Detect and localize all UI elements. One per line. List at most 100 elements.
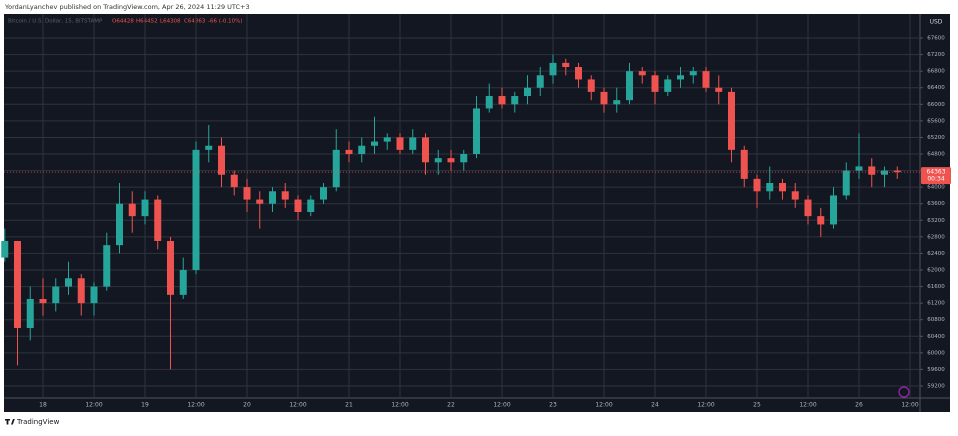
legend-open: O64428 — [112, 19, 134, 25]
y-tick-label: 62400 — [927, 251, 945, 257]
candle-body — [587, 79, 595, 92]
y-tick-label: 65200 — [927, 135, 945, 141]
y-tick-label: 59200 — [927, 383, 945, 389]
brand: TradingView — [4, 418, 60, 426]
x-tick-label: 12:00 — [289, 402, 306, 409]
y-tick-label: 67600 — [927, 36, 945, 42]
candle-body — [294, 199, 302, 213]
candle-body — [524, 87, 531, 97]
event-icon — [898, 386, 910, 398]
y-tick-label: 60000 — [927, 350, 945, 356]
legend-high: H64452 — [136, 19, 158, 25]
y-tick-label: 66400 — [927, 85, 945, 91]
plot: 59200 59600 60000 60400 60800 61200 61600 62000… — [1, 14, 951, 409]
legend-change: -66 (-0.10%) — [208, 19, 242, 25]
legend: Bitcoin / U.S. Dollar, 15, BITSTAMP O644… — [8, 19, 242, 25]
candle-body — [511, 96, 519, 105]
x-tick-label: 18 — [39, 402, 47, 409]
candle-body — [473, 108, 480, 155]
candle-body — [1, 241, 9, 258]
x-tick-label: 12:00 — [799, 402, 816, 409]
y-tick-label: 67200 — [927, 52, 945, 58]
candle-body — [434, 158, 442, 163]
x-tick-label: 19 — [141, 402, 149, 409]
candle-body — [243, 187, 251, 200]
y-tick-label: 64800 — [927, 152, 945, 158]
candle-body — [371, 141, 378, 146]
candle-body — [613, 100, 621, 105]
candle-body — [842, 170, 850, 196]
x-tick-label: 26 — [855, 402, 863, 409]
candle-body — [868, 166, 876, 175]
y-tick-label: 66000 — [927, 102, 945, 108]
countdown-label: 00:34 — [927, 176, 944, 183]
candle-body — [269, 191, 276, 204]
candle-body — [689, 71, 697, 76]
candle-body — [893, 170, 901, 173]
x-tick-label: 24 — [651, 402, 659, 409]
candle-body — [383, 137, 391, 142]
y-tick-label: 63600 — [927, 201, 945, 207]
x-tick-label: 23 — [549, 402, 557, 409]
y-tick-label: 66800 — [927, 69, 945, 75]
candle-body — [103, 245, 111, 287]
x-tick-label: 25 — [753, 402, 761, 409]
candle-body — [218, 145, 225, 175]
y-tick-label: 61600 — [927, 284, 945, 290]
candle-body — [728, 91, 735, 150]
candle-body — [779, 183, 786, 192]
brand-name: TradingView — [16, 418, 60, 426]
candle-body — [702, 71, 710, 88]
y-tick-label: 61200 — [927, 301, 945, 307]
candle-body — [65, 278, 72, 287]
x-tick-label: 20 — [243, 402, 251, 409]
publisher-note: YordanLyanchev published on TradingView.… — [4, 3, 250, 11]
candle-body — [205, 145, 213, 150]
legend-close: C64363 — [184, 19, 206, 25]
candle-body — [77, 278, 85, 304]
candle-body — [600, 91, 608, 105]
legend-symbol: Bitcoin / U.S. Dollar, 15, BITSTAMP — [8, 19, 103, 25]
candle-body — [830, 195, 837, 225]
y-tick-label: 60400 — [927, 334, 945, 340]
candle-body — [116, 203, 123, 246]
candle-body — [281, 191, 289, 200]
candle-body — [753, 178, 761, 192]
x-tick-label: 12:00 — [85, 402, 102, 409]
x-tick-label: 22 — [447, 402, 455, 409]
candle-body — [791, 191, 799, 200]
x-tick-label: 12:00 — [595, 402, 612, 409]
candle-body — [536, 75, 544, 88]
candle-body — [179, 270, 187, 295]
y-tick-label: 62800 — [927, 234, 945, 240]
candle-body — [485, 96, 493, 109]
legend-low: L64308 — [160, 19, 181, 25]
candle-body — [562, 62, 570, 68]
candle-body — [766, 183, 774, 192]
y-tick-label: 59600 — [927, 367, 945, 373]
x-tick-label: 12:00 — [187, 402, 204, 409]
last-price-label: 64363 — [926, 169, 945, 176]
last-price-box — [921, 167, 951, 185]
candle-body — [90, 286, 98, 304]
candle-body — [638, 71, 646, 76]
x-tick-label: 12:00 — [391, 402, 408, 409]
candle-body — [345, 149, 353, 155]
candle-body — [447, 158, 455, 163]
currency-label: USD — [930, 19, 943, 26]
y-tick-label: 63200 — [927, 218, 945, 224]
y-tick-label: 62000 — [927, 268, 945, 274]
chart-background — [4, 14, 950, 412]
candle-body — [141, 199, 149, 217]
candle-body — [651, 75, 659, 92]
candle-body — [409, 137, 417, 150]
candle-body — [192, 149, 200, 270]
candle-body — [26, 298, 34, 328]
candle-body — [549, 62, 557, 76]
candle-body — [498, 96, 506, 105]
candle-body — [664, 79, 672, 92]
candle-body — [422, 137, 429, 163]
candle-body — [167, 241, 174, 295]
candle-body — [332, 149, 340, 188]
